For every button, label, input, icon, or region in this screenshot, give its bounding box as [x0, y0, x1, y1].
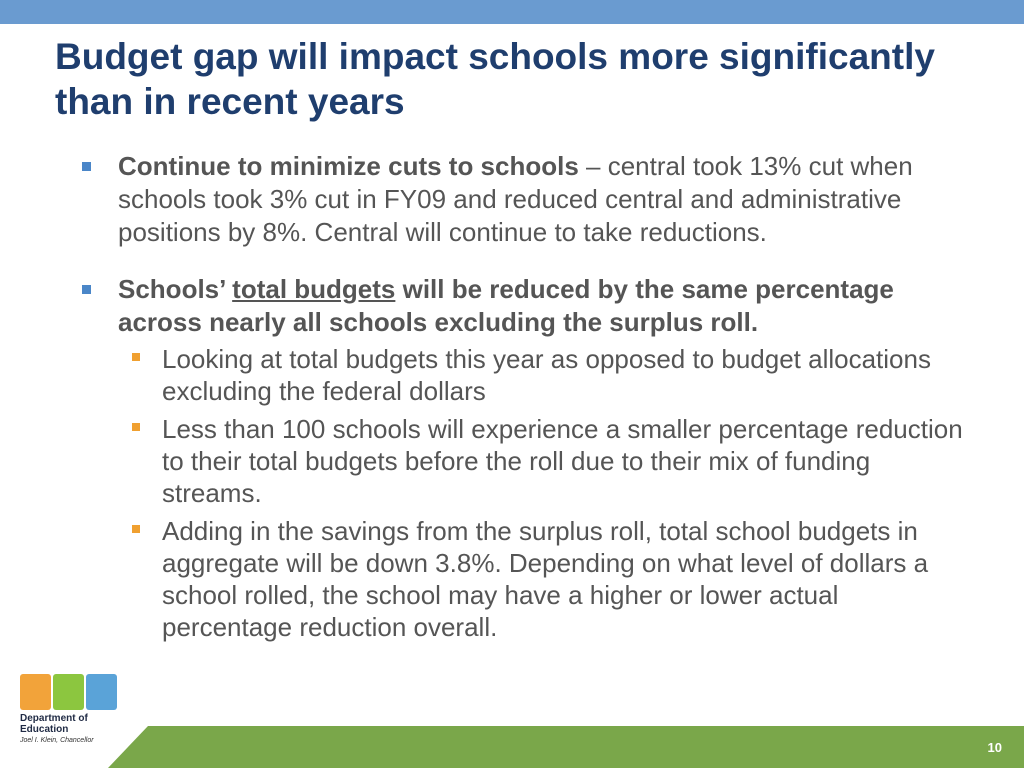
square-sub-bullet-icon: [132, 423, 140, 431]
sub-bullet-text: Adding in the savings from the surplus r…: [162, 516, 929, 642]
nyc-logo-mark: [20, 674, 130, 710]
bottom-green-band: [108, 726, 1024, 768]
logo-department-text: Department of Education: [20, 713, 88, 735]
sub-bullet-text: Less than 100 schools will experience a …: [162, 414, 963, 508]
bullet-item: Continue to minimize cuts to schools – c…: [80, 150, 970, 249]
nyc-doe-logo: Department of Education Joel I. Klein, C…: [20, 674, 130, 754]
bullet-text: – central took 13% cut when schools took…: [118, 151, 913, 247]
logo-block-c: [86, 674, 117, 710]
slide-body: Continue to minimize cuts to schools – c…: [80, 150, 970, 643]
square-sub-bullet-icon: [132, 525, 140, 533]
sub-bullet-item: Less than 100 schools will experience a …: [80, 413, 970, 509]
sub-bullet-item: Adding in the savings from the surplus r…: [80, 515, 970, 643]
square-bullet-icon: [82, 285, 91, 294]
bullet-bold-text: will be reduced by the same percentage a…: [118, 274, 894, 337]
bullet-bold-text: Schools’: [118, 274, 233, 304]
sub-bullet-text: Looking at total budgets this year as op…: [162, 344, 931, 406]
logo-block-y: [53, 674, 84, 710]
square-bullet-icon: [82, 162, 91, 171]
top-accent-bar: [0, 0, 1024, 24]
bullet-underlined-text: total budgets: [232, 274, 396, 304]
bullet-item: Schools’ total budgets will be reduced b…: [80, 273, 970, 339]
slide-title: Budget gap will impact schools more sign…: [55, 36, 935, 122]
logo-chancellor-text: Joel I. Klein, Chancellor: [20, 737, 94, 744]
page-number: 10: [987, 740, 1002, 755]
sub-bullet-item: Looking at total budgets this year as op…: [80, 343, 970, 407]
logo-block-n: [20, 674, 51, 710]
square-sub-bullet-icon: [132, 353, 140, 361]
bullet-bold-text: Continue to minimize cuts to schools: [118, 151, 579, 181]
